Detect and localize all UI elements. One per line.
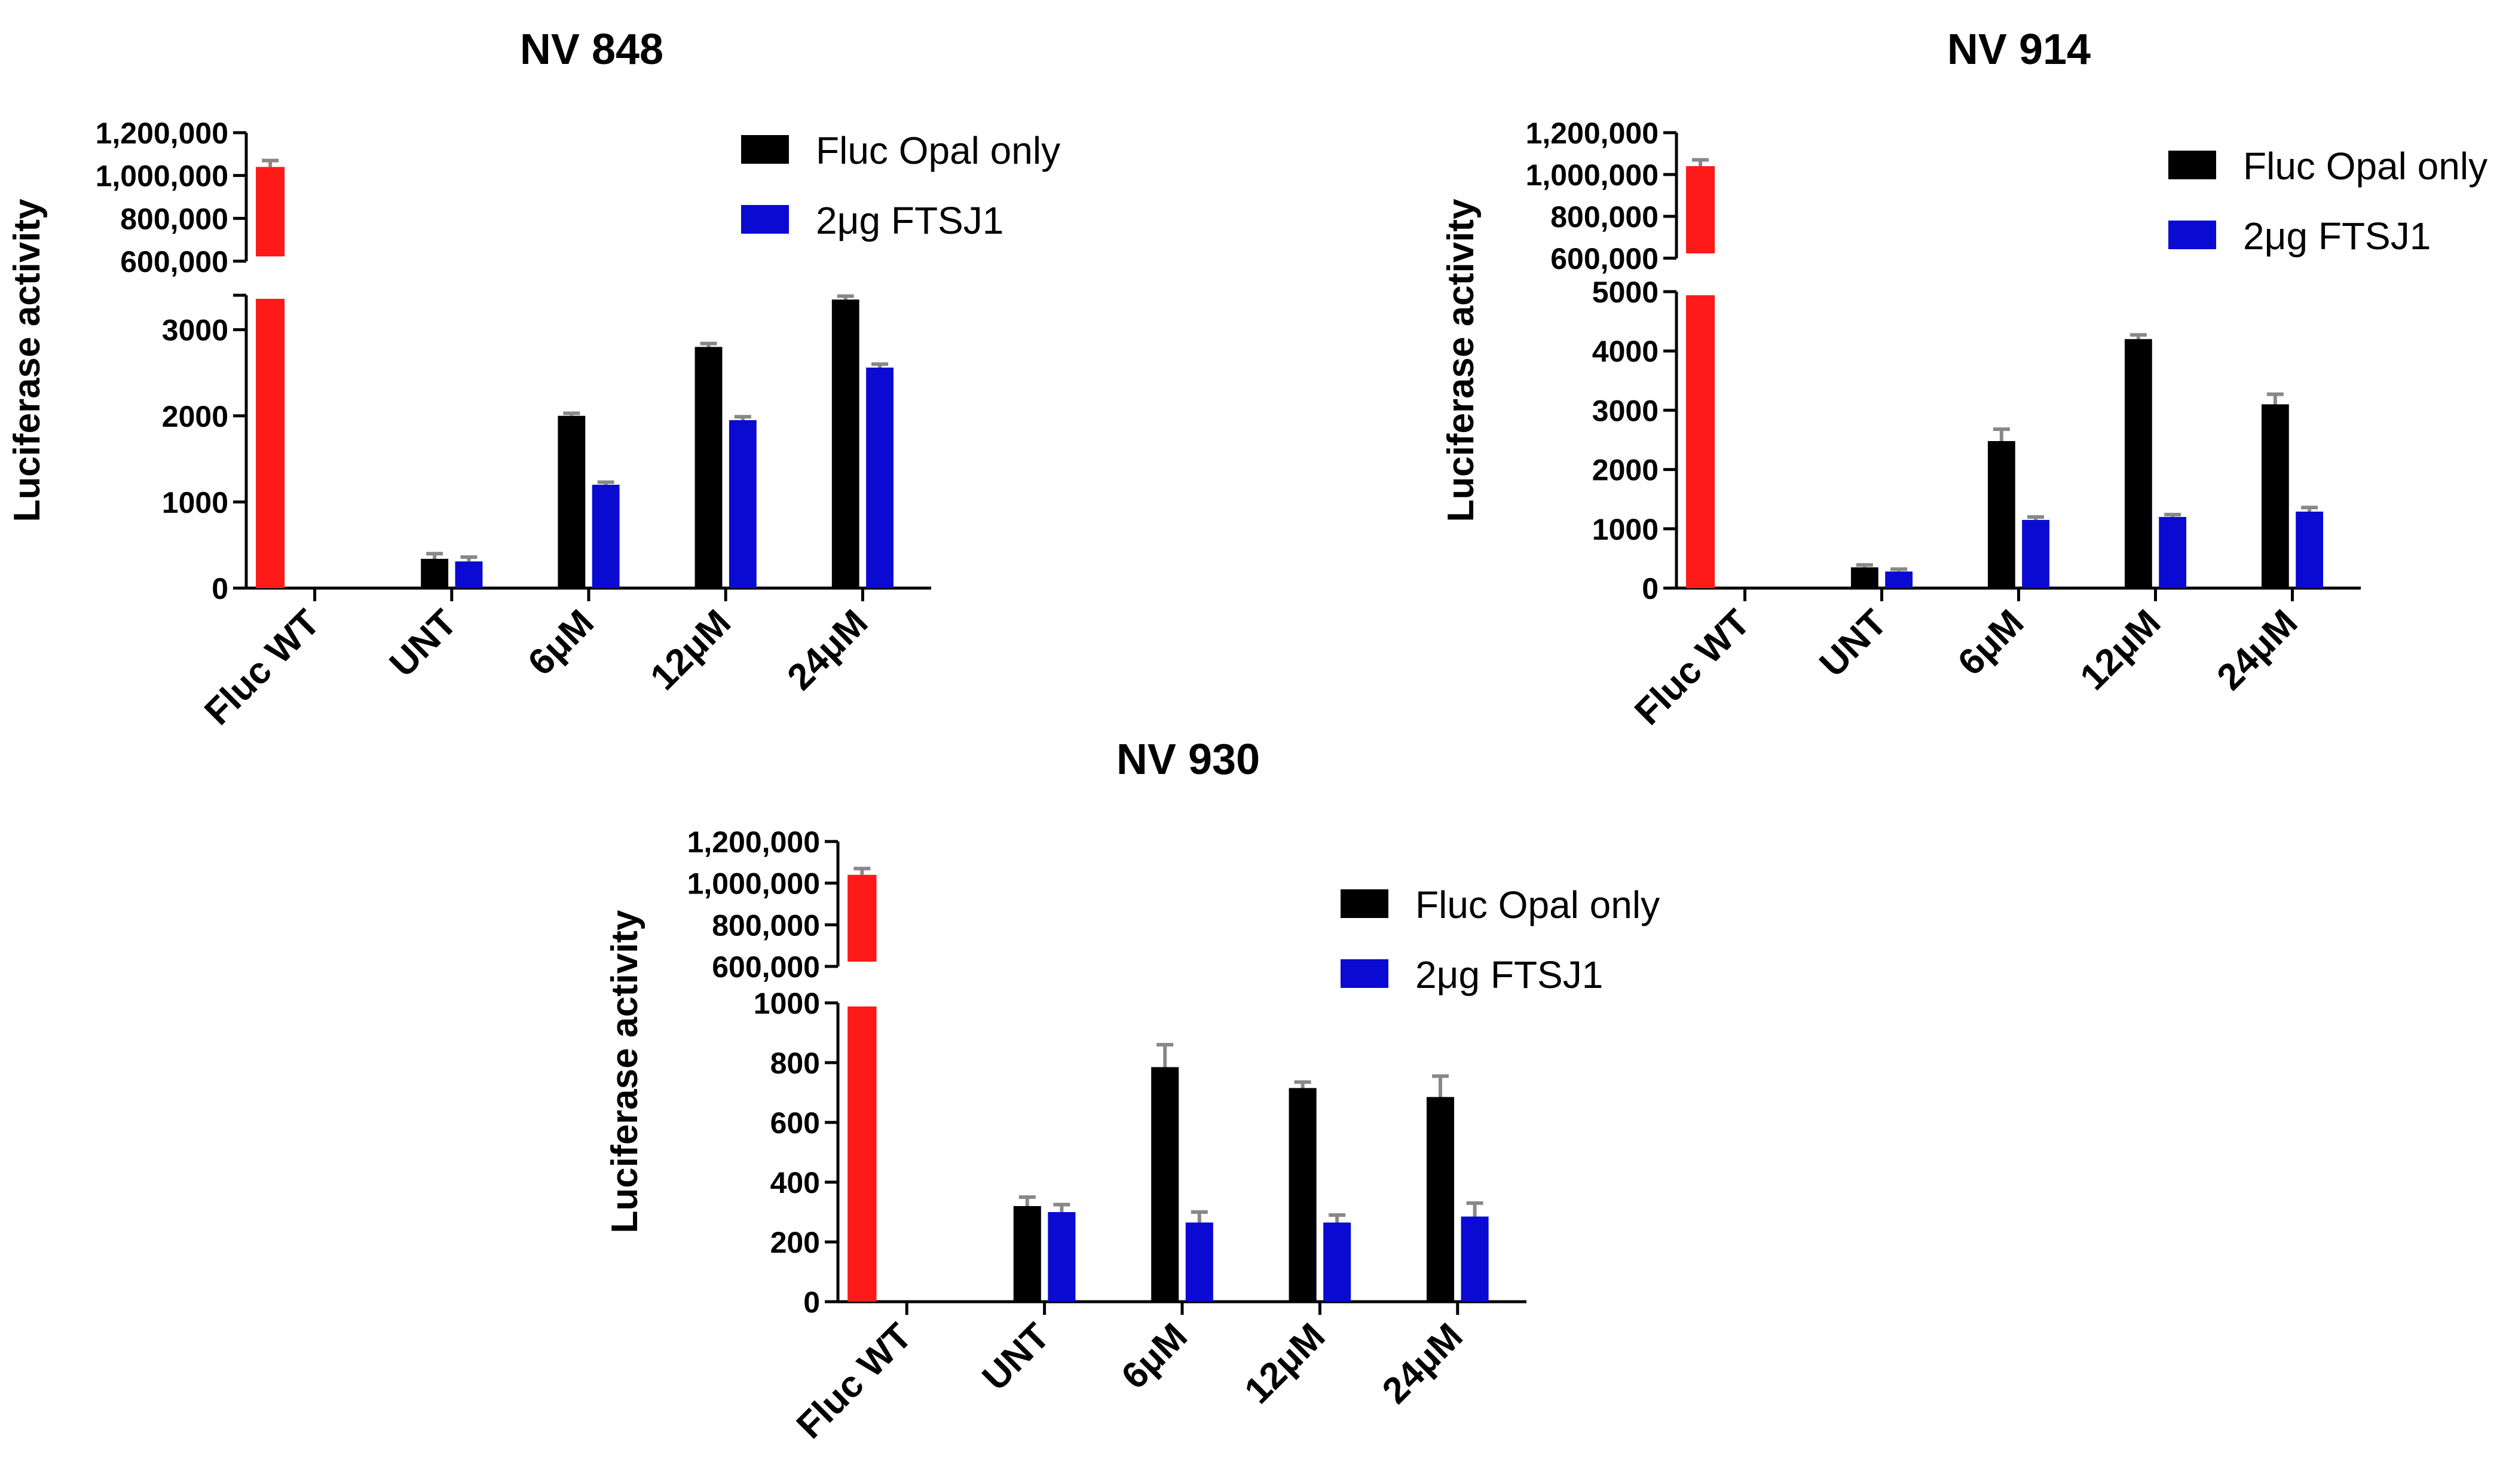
bar-fluc-opal — [1013, 1206, 1041, 1302]
legend-label: Fluc Opal only — [2243, 145, 2487, 188]
y-tick-label: 4000 — [1592, 335, 1659, 368]
y-tick-label: 1,200,000 — [687, 825, 820, 859]
y-tick-label: 600,000 — [120, 245, 228, 279]
x-tick-label: 12μM — [1237, 1315, 1333, 1412]
y-tick-label: 800 — [770, 1047, 820, 1080]
y-tick-label: 1,000,000 — [96, 160, 228, 193]
y-tick-label: 3000 — [1592, 394, 1659, 427]
x-tick-label: Fluc WT — [197, 602, 328, 733]
y-tick-label: 0 — [803, 1286, 820, 1319]
y-tick-label: 800,000 — [1550, 200, 1659, 234]
bar-ftsj1 — [1048, 1212, 1076, 1302]
y-tick-label: 600,000 — [712, 950, 820, 984]
y-axis-label: Luciferase activity — [7, 198, 48, 522]
y-tick-label: 1,000,000 — [687, 867, 820, 901]
x-tick-label: UNT — [1812, 602, 1895, 685]
x-tick-label: UNT — [975, 1315, 1058, 1399]
bar-fluc-wt-upper — [847, 874, 877, 962]
y-tick-label: 1,200,000 — [96, 117, 228, 150]
y-axis-label: Luciferase activity — [1440, 198, 1482, 522]
legend-swatch-fluc-opal — [1341, 889, 1388, 918]
bar-ftsj1 — [455, 561, 483, 588]
y-tick-label: 3000 — [162, 314, 228, 347]
legend-swatch-fluc-opal — [2168, 151, 2216, 179]
bar-fluc-wt-lower — [847, 1006, 877, 1302]
bar-fluc-wt-lower — [256, 299, 285, 588]
x-tick-label: 12μM — [2072, 602, 2168, 698]
x-tick-label: 12μM — [642, 602, 739, 698]
bar-ftsj1 — [1323, 1222, 1351, 1302]
legend-label: Fluc Opal only — [1415, 883, 1660, 926]
y-tick-label: 600,000 — [1550, 242, 1659, 276]
y-tick-label: 5000 — [1592, 276, 1659, 309]
y-tick-label: 1,000,000 — [1526, 158, 1659, 192]
bar-fluc-opal — [1850, 567, 1878, 588]
bar-fluc-opal — [2261, 404, 2289, 588]
bar-fluc-opal — [1289, 1088, 1317, 1302]
x-tick-label: 24μM — [1375, 1315, 1471, 1412]
legend-label: 2μg FTSJ1 — [1415, 953, 1603, 996]
x-tick-label: 24μM — [779, 602, 876, 698]
bar-fluc-opal — [831, 299, 859, 588]
bar-fluc-opal — [694, 347, 723, 588]
y-tick-label: 2000 — [162, 400, 228, 433]
chart-panel-0: NV 848 Luciferase activity 600,000 800,000 1… — [7, 26, 1060, 733]
y-tick-label: 1000 — [754, 987, 820, 1020]
y-tick-label: 800,000 — [120, 202, 228, 235]
bar-ftsj1 — [1885, 571, 1913, 588]
legend-label: Fluc Opal only — [816, 129, 1060, 172]
bar-ftsj1 — [2296, 512, 2324, 588]
bar-fluc-opal — [2124, 339, 2152, 588]
x-tick-label: 6μM — [520, 602, 602, 684]
y-tick-label: 600 — [770, 1106, 820, 1140]
x-tick-label: UNT — [382, 602, 465, 685]
chart-panel-2: NV 930 Luciferase activity 600,000 800,000 1… — [604, 736, 1660, 1446]
bar-fluc-opal — [1426, 1097, 1455, 1302]
chart-title: NV 930 — [1116, 736, 1260, 784]
x-tick-label: 24μM — [2209, 602, 2305, 698]
chart-title: NV 848 — [520, 26, 663, 74]
x-tick-label: Fluc WT — [1627, 602, 1758, 733]
bar-fluc-wt-lower — [1686, 295, 1715, 588]
bar-fluc-opal — [1987, 440, 2015, 588]
x-tick-label: 6μM — [1113, 1315, 1195, 1397]
x-tick-label: Fluc WT — [789, 1315, 920, 1446]
y-axis-label: Luciferase activity — [604, 910, 645, 1234]
legend-swatch-ftsj1 — [741, 205, 789, 234]
bar-fluc-wt-upper — [1686, 166, 1715, 253]
y-tick-label: 200 — [770, 1226, 820, 1259]
legend-label: 2μg FTSJ1 — [816, 199, 1003, 242]
bar-fluc-wt-upper — [256, 167, 285, 256]
legend-swatch-ftsj1 — [2168, 221, 2216, 249]
x-tick-label: 6μM — [1950, 602, 2032, 684]
legend-label: 2μg FTSJ1 — [2243, 215, 2431, 258]
bar-ftsj1 — [2022, 519, 2050, 588]
bar-ftsj1 — [729, 420, 757, 588]
y-tick-label: 800,000 — [712, 908, 820, 942]
y-tick-label: 0 — [1642, 572, 1659, 605]
bar-fluc-opal — [421, 559, 449, 588]
legend-swatch-fluc-opal — [741, 135, 789, 164]
y-tick-label: 1,200,000 — [1526, 117, 1659, 150]
bar-ftsj1 — [592, 485, 620, 588]
bar-ftsj1 — [2159, 516, 2187, 588]
bar-ftsj1 — [866, 368, 894, 588]
y-tick-label: 0 — [212, 572, 228, 605]
bar-ftsj1 — [1461, 1216, 1489, 1302]
y-tick-label: 1000 — [1592, 513, 1659, 546]
bar-ftsj1 — [1185, 1222, 1213, 1302]
chart-panel-1: NV 914 Luciferase activity 600,000 800,000 1… — [1440, 26, 2487, 733]
bar-fluc-opal — [558, 415, 586, 588]
chart-title: NV 914 — [1947, 26, 2091, 74]
y-tick-label: 400 — [770, 1166, 820, 1200]
y-tick-label: 1000 — [162, 486, 228, 519]
bar-fluc-opal — [1151, 1067, 1179, 1302]
y-tick-label: 2000 — [1592, 454, 1659, 487]
legend-swatch-ftsj1 — [1341, 959, 1388, 988]
